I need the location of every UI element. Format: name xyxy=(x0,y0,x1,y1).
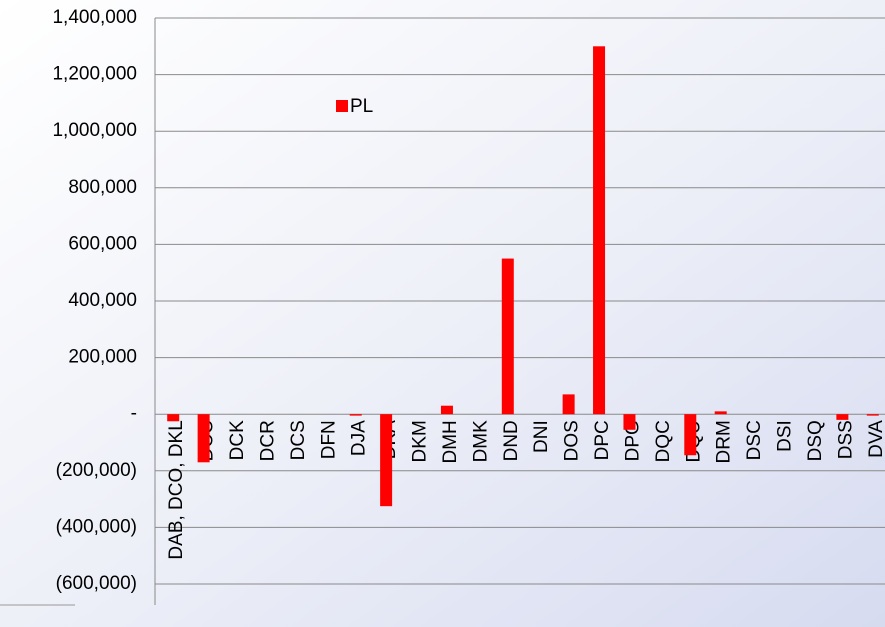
bar xyxy=(623,414,636,430)
legend-label: PL xyxy=(350,96,373,117)
y-tick-label: 600,000 xyxy=(68,233,137,254)
x-tick-label: DMH xyxy=(440,420,461,463)
x-tick-label: DVA xyxy=(866,420,885,458)
x-tick-label: DAB, DCO, DKL xyxy=(166,420,187,559)
x-tick-label: DQC xyxy=(653,420,674,462)
x-tick-label: DSQ xyxy=(805,420,826,461)
bar xyxy=(684,414,697,456)
bar xyxy=(866,414,879,416)
bar xyxy=(501,258,514,415)
bar xyxy=(197,414,210,463)
bar xyxy=(167,414,180,422)
x-tick-label: DMK xyxy=(470,420,491,463)
y-tick-label: 400,000 xyxy=(68,290,137,311)
bar xyxy=(714,411,727,415)
bar xyxy=(380,414,393,507)
x-tick-label: DOS xyxy=(562,420,583,461)
x-tick-label: DFN xyxy=(318,420,339,459)
x-tick-label: DSS xyxy=(835,420,856,459)
x-tick-label: DSI xyxy=(775,420,796,452)
x-tick-label: DJA xyxy=(349,420,370,456)
bar xyxy=(349,414,362,416)
x-tick-label: DSC xyxy=(744,420,765,460)
legend-swatch xyxy=(336,100,348,112)
x-tick-label: DKM xyxy=(410,420,431,462)
y-tick-label: (600,000) xyxy=(56,573,137,594)
bar xyxy=(836,414,849,420)
y-tick-label: 1,000,000 xyxy=(52,120,137,141)
x-tick-label: DCR xyxy=(257,420,278,461)
bar xyxy=(440,405,453,415)
x-tick-label: DCS xyxy=(288,420,309,460)
bar xyxy=(562,394,575,415)
y-tick-label: (400,000) xyxy=(56,516,137,537)
y-tick-label: 200,000 xyxy=(68,347,137,368)
x-tick-label: DND xyxy=(501,420,522,461)
x-tick-label: DPG xyxy=(622,420,643,461)
y-tick-label: 1,400,000 xyxy=(52,7,137,28)
x-tick-label: DPC xyxy=(592,420,613,460)
x-tick-label: DCK xyxy=(227,420,248,460)
bar xyxy=(593,46,606,415)
x-tick-label: DNI xyxy=(531,420,552,453)
y-tick-label: - xyxy=(131,403,137,424)
y-tick-label: 1,200,000 xyxy=(52,64,137,85)
y-tick-label: (200,000) xyxy=(56,460,137,481)
x-tick-label: DRM xyxy=(714,420,735,463)
y-tick-label: 800,000 xyxy=(68,177,137,198)
